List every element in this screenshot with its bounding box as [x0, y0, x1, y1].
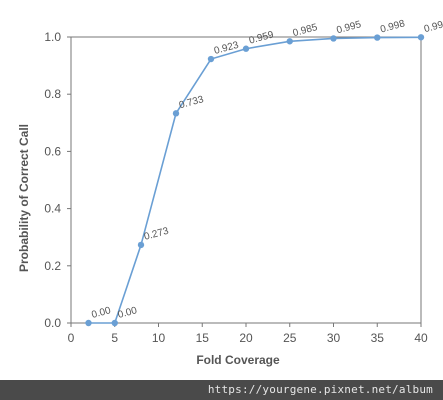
x-axis-title: Fold Coverage [196, 353, 280, 367]
data-label: 0.998 [379, 18, 406, 35]
plot-area [70, 36, 422, 324]
data-label: 0.273 [143, 226, 170, 243]
x-tick-label: 25 [283, 331, 297, 345]
x-axis-ticks: 0 5 10 15 20 25 30 35 40 [68, 323, 428, 345]
data-point [111, 319, 118, 327]
data-point [85, 319, 92, 327]
data-point [172, 110, 180, 117]
x-tick-label: 35 [371, 331, 385, 345]
y-axis-title: Probability of Correct Call [17, 124, 31, 272]
data-point [242, 45, 250, 52]
data-point [417, 34, 425, 41]
data-label: 0.00 [90, 305, 112, 321]
x-tick-label: 15 [196, 331, 210, 345]
x-tick-label: 40 [414, 331, 428, 345]
x-tick-label: 20 [239, 331, 253, 345]
data-point [207, 55, 215, 63]
data-label: 0.00 [117, 305, 139, 321]
data-point [286, 38, 293, 45]
watermark-text: https://yourgene.pixnet.net/album [207, 383, 433, 396]
x-tick-label: 10 [152, 331, 166, 345]
series-line [88, 36, 422, 324]
x-tick-label: 5 [111, 331, 118, 345]
x-tick-label: 0 [68, 331, 75, 345]
data-label: 0.733 [178, 94, 205, 111]
y-tick-label: 1.0 [44, 30, 61, 44]
y-tick-label: 0.6 [44, 144, 61, 158]
data-point [330, 35, 337, 42]
y-tick-label: 0.0 [44, 316, 61, 330]
data-point [374, 34, 381, 41]
data-label: 0.999 [423, 18, 443, 35]
watermark-bar: https://yourgene.pixnet.net/album [0, 380, 443, 400]
data-point [137, 241, 145, 249]
x-tick-label: 30 [327, 331, 341, 345]
line-chart: 0.0 0.2 0.4 0.6 0.8 1.0 0 5 10 15 20 25 30 35 40 Fold… [17, 18, 443, 367]
y-tick-label: 0.2 [44, 259, 61, 273]
y-axis-ticks: 0.0 0.2 0.4 0.6 0.8 1.0 [44, 30, 71, 330]
data-label: 0.995 [335, 19, 362, 36]
y-tick-label: 0.4 [44, 202, 61, 216]
y-tick-label: 0.8 [44, 87, 61, 101]
